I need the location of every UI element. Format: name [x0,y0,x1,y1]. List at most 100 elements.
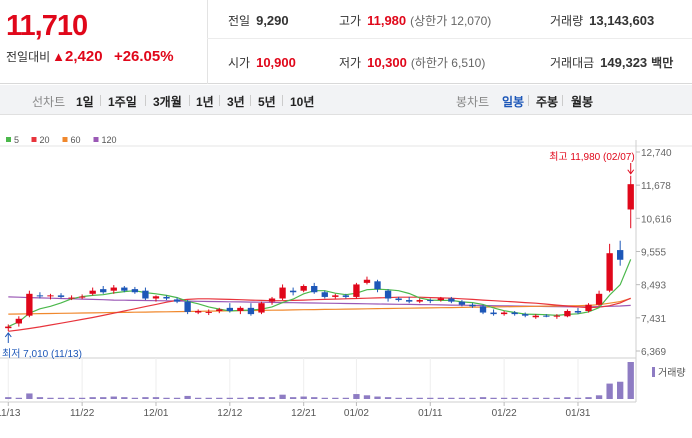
volume-legend-label: 거래량 [658,367,686,379]
volume-bar [89,397,96,399]
candle-body [258,303,265,313]
volume-bar [311,397,318,399]
volume-legend-swatch [652,367,655,377]
volume-bar [216,397,223,399]
volume-bar [68,397,75,399]
candle-body [490,312,497,315]
period-10y[interactable]: 10년 [290,95,315,109]
legend-swatch-ma60 [62,137,68,142]
x-tick-label: 12/21 [291,408,316,419]
high-price: 고가 11,980 (상한가 12,070) [339,13,492,28]
candle-body [36,295,44,297]
high-arrow-icon [627,169,635,175]
divider [207,38,692,39]
volume-bar [395,397,402,399]
period-1w[interactable]: 1주일 [108,95,137,109]
candle-body [68,297,75,299]
volume-bar [522,397,529,399]
ma20-line [8,296,631,332]
candle-body [416,300,423,302]
volume-bar [374,396,381,399]
candle-body [226,307,233,311]
candle-daily[interactable]: 일봉 [502,95,525,109]
candle-body [142,290,149,299]
candle-body [311,285,318,293]
volume-bar [606,383,613,399]
candle-body [437,298,444,301]
period-3m[interactable]: 3개월 [153,95,182,109]
candle-body [237,307,244,311]
volume-bar [78,397,86,399]
volume-bar [553,397,561,399]
x-tick-label: 01/22 [492,408,517,419]
volume-bar [205,397,212,399]
y-tick-label: 11,678 [641,181,671,192]
x-tick-label: 01/31 [565,408,590,419]
volume-bar [416,397,423,399]
candle-body [195,310,202,313]
candle-body [47,295,54,297]
candle-body [279,287,286,299]
line-chart-label: 선차트 [32,95,66,109]
candle-body [469,304,476,307]
candle-body [184,301,191,312]
period-5y[interactable]: 5년 [258,95,276,109]
candle-weekly[interactable]: 주봉 [536,95,559,109]
period-3y[interactable]: 3년 [227,95,245,109]
volume-bar [585,397,592,399]
candle-body [100,289,107,293]
volume-bar [5,397,12,399]
volume-bar [247,397,255,399]
candle-body [374,281,381,290]
volume-bar [121,397,128,399]
candle-body [479,306,487,313]
ma120-line [8,296,631,308]
volume-bar [152,397,160,399]
trade-volume: 거래량 13,143,603 [550,13,655,28]
divider [207,0,208,84]
change-row: 전일대비 ▲2,420 +26.05% [6,48,174,65]
legend-swatch-ma5 [6,137,11,142]
candle-body [532,315,539,318]
candle-body [300,285,307,291]
candle-body [78,296,86,298]
legend-swatch-ma20 [31,137,37,142]
period-1y[interactable]: 1년 [196,95,214,109]
ma60-line [8,297,631,315]
candle-body [321,292,328,297]
x-tick-label: 11/22 [70,408,95,419]
volume-bar [332,397,339,399]
volume-bar [47,397,54,399]
low-arrow-icon [4,332,12,338]
legend-label-ma5: 5 [14,135,19,145]
quote-summary: 11,710 전일대비 ▲2,420 +26.05% 전일 9,290 고가 11,9… [0,0,692,84]
candle-body [353,284,360,297]
candle-body [406,300,413,302]
volume-bar [617,381,624,399]
candle-body [585,304,592,311]
candle-body [543,315,550,317]
candle-body [131,289,139,293]
candle-body [289,290,297,293]
trade-amount: 거래대금 149,323 백만 [550,55,674,70]
legend-swatch-ma120 [93,137,99,142]
volume-bar [163,397,170,399]
candle-monthly[interactable]: 월봉 [571,95,594,109]
candle-body [606,253,613,291]
volume-bar [363,395,371,399]
volume-bar [427,397,434,399]
candle-body [458,301,466,305]
legend-label-ma60: 60 [71,135,81,145]
volume-bar [342,397,350,399]
volume-bar [353,394,360,399]
change-percent: +26.05% [113,48,174,65]
volume-bar [384,397,392,399]
candle-body [342,295,350,297]
high-annotation: 최고 11,980 (02/07) [549,151,635,163]
period-1d[interactable]: 1일 [76,95,94,109]
change-value: 2,420 [65,48,103,65]
y-tick-label: 10,616 [641,214,672,225]
volume-bar [100,397,107,399]
volume-bar [543,397,550,399]
